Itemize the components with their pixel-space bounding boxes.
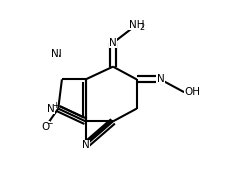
Text: N: N: [81, 140, 89, 150]
Text: NH: NH: [128, 20, 144, 30]
Text: N: N: [54, 49, 62, 59]
Text: N: N: [50, 49, 58, 59]
Text: 2: 2: [139, 23, 144, 32]
Text: N: N: [47, 104, 55, 114]
Text: +: +: [52, 101, 58, 110]
Text: −: −: [46, 119, 53, 128]
Text: N: N: [156, 74, 164, 84]
Text: OH: OH: [183, 87, 199, 97]
Text: O: O: [41, 122, 50, 132]
Text: N: N: [109, 38, 116, 48]
